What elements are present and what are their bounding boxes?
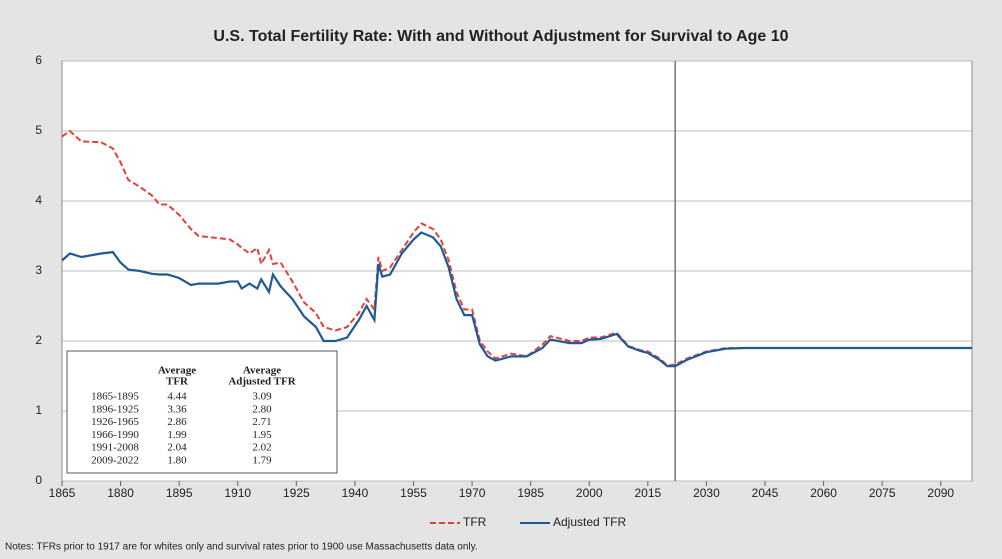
y-tick-label: 4	[35, 193, 42, 207]
table-cell: 1.80	[167, 455, 187, 467]
x-tick-label: 1925	[283, 486, 310, 500]
chart-title: U.S. Total Fertility Rate: With and With…	[213, 28, 788, 45]
table-cell: 3.09	[252, 391, 272, 403]
table-cell: 2.71	[252, 416, 271, 428]
x-tick-label: 2000	[576, 486, 603, 500]
x-tick-label: 1895	[166, 486, 193, 500]
table-cell: 4.44	[167, 391, 187, 403]
table-cell: 1966-1990	[91, 429, 139, 441]
table-cell: 2.04	[167, 442, 187, 454]
table-cell: 1.95	[252, 429, 272, 441]
table-cell: 1.99	[167, 429, 187, 441]
table-cell: 1896-1925	[91, 403, 139, 415]
series-line	[61, 129, 972, 367]
table-cell: 3.36	[167, 403, 187, 415]
table-cell: 2.80	[252, 403, 272, 415]
table-cell: 2009-2022	[91, 455, 139, 467]
table-header: Adjusted TFR	[228, 376, 296, 388]
x-tick-label: 1970	[459, 486, 486, 500]
x-tick-label: 1940	[342, 486, 369, 500]
table-cell: 1926-1965	[91, 416, 139, 428]
inset-table-box	[66, 350, 338, 474]
x-tick-label: 1880	[107, 486, 134, 500]
table-header: Average	[158, 365, 196, 377]
y-tick-label: 5	[35, 123, 42, 137]
y-tick-label: 1	[35, 403, 42, 417]
x-tick-label: 1910	[224, 486, 251, 500]
legend-label: Adjusted TFR	[553, 515, 626, 529]
x-tick-label: 1985	[517, 486, 544, 500]
note: Notes: TFRs prior to 1917 are for whites…	[5, 542, 478, 553]
y-tick-label: 0	[35, 473, 42, 487]
y-tick-label: 2	[35, 333, 42, 347]
table-header: TFR	[166, 376, 189, 388]
table-cell: 1.79	[252, 455, 272, 467]
x-tick-label: 2060	[810, 486, 837, 500]
table-cell: 1991-2008	[91, 442, 139, 454]
x-tick-label: 1955	[400, 486, 427, 500]
x-tick-label: 2030	[693, 486, 720, 500]
series-line	[61, 231, 972, 368]
x-tick-label: 2045	[752, 486, 779, 500]
x-tick-label: 2075	[869, 486, 896, 500]
table-header: Average	[243, 365, 281, 377]
table-cell: 1865-1895	[91, 391, 139, 403]
legend-label: TFR	[463, 515, 487, 529]
y-tick-label: 6	[35, 53, 42, 67]
table-cell: 2.02	[252, 442, 271, 454]
x-tick-label: 1865	[49, 486, 76, 500]
y-tick-label: 3	[35, 263, 42, 277]
x-tick-label: 2015	[634, 486, 661, 500]
table-cell: 2.86	[167, 416, 187, 428]
x-tick-label: 2090	[927, 486, 954, 500]
